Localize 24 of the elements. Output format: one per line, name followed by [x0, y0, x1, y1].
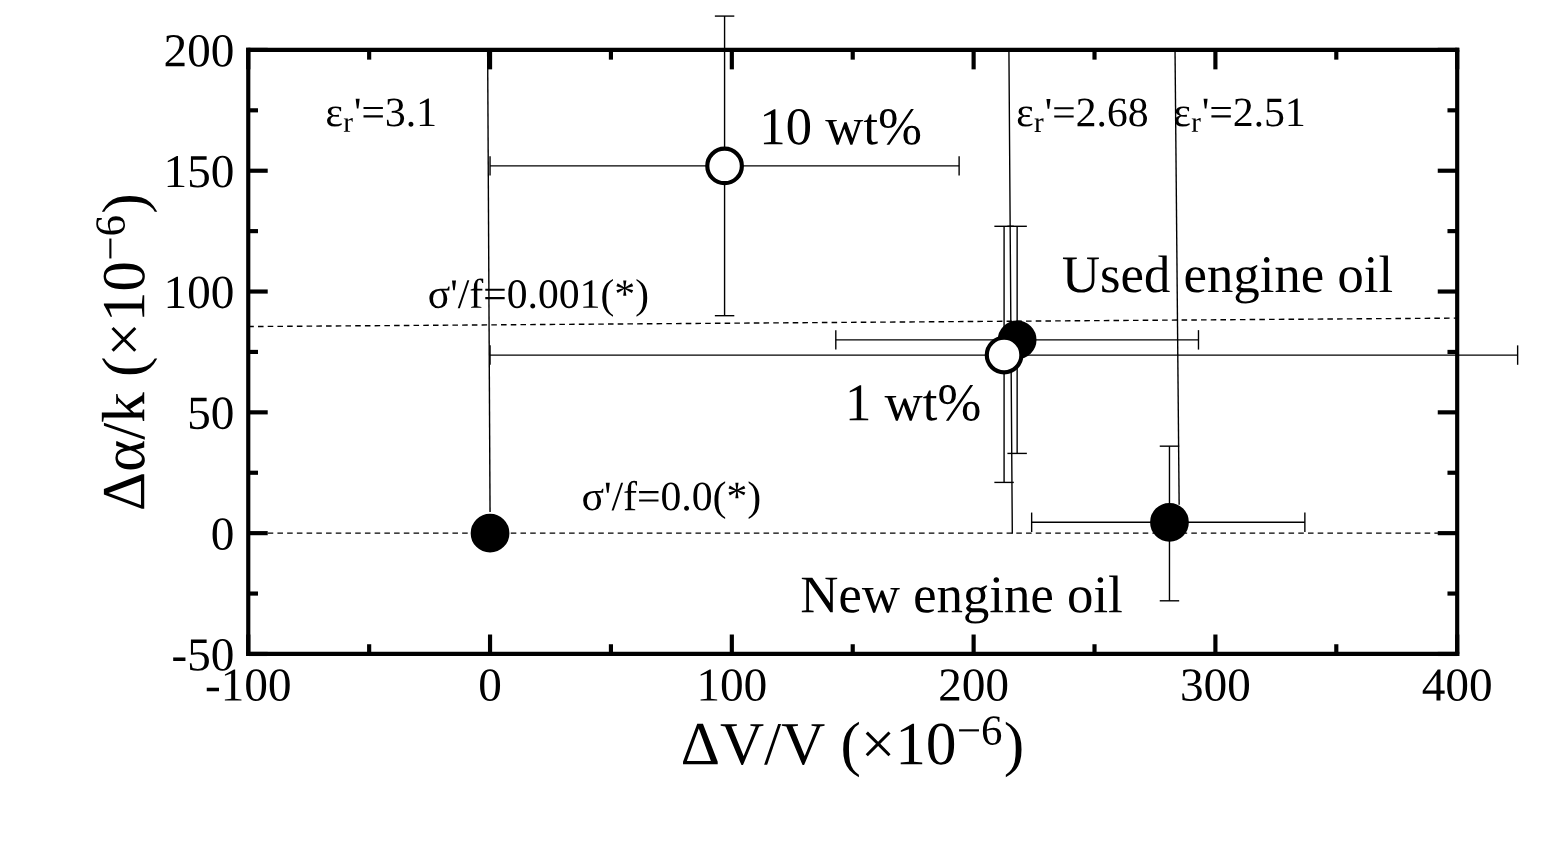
x-tick-label: 200: [940, 669, 1008, 702]
annotation: σ'/f=0.0(*): [583, 480, 760, 520]
y-tick-label: 50: [189, 397, 233, 430]
annotation: ε$_{r}$'=2.51: [1174, 98, 1304, 132]
x-axis-title: ΔV/V (×10$^{−6}$): [683, 716, 1022, 778]
point: [1150, 502, 1189, 542]
y-tick-label: 200: [165, 34, 233, 67]
point: [470, 513, 510, 553]
y-tick-label: 150: [167, 155, 233, 188]
x-tick-label: 100: [700, 669, 766, 702]
annotation: ε$_{r}$'=2.68: [1017, 98, 1148, 132]
annotation: ε$_{r}$'=3.1: [327, 98, 435, 132]
annotation: Used engine oil: [1062, 255, 1393, 304]
annotation: 10 wt%: [763, 109, 921, 145]
y-tick-label: 0: [212, 518, 233, 550]
y-axis-title: Δα/k (×10$^{−6}$): [96, 196, 158, 509]
x-tick-label: 0: [480, 669, 501, 702]
x-tick-label: 300: [1182, 669, 1250, 702]
x-tick-label: -100: [206, 669, 290, 702]
annotation: 1 wt%: [849, 385, 980, 421]
x-tick-label: 400: [1422, 669, 1491, 702]
annotation: New engine oil: [801, 575, 1122, 624]
y-tick-label: 100: [167, 276, 233, 309]
y-tick-label: -50: [173, 638, 233, 671]
